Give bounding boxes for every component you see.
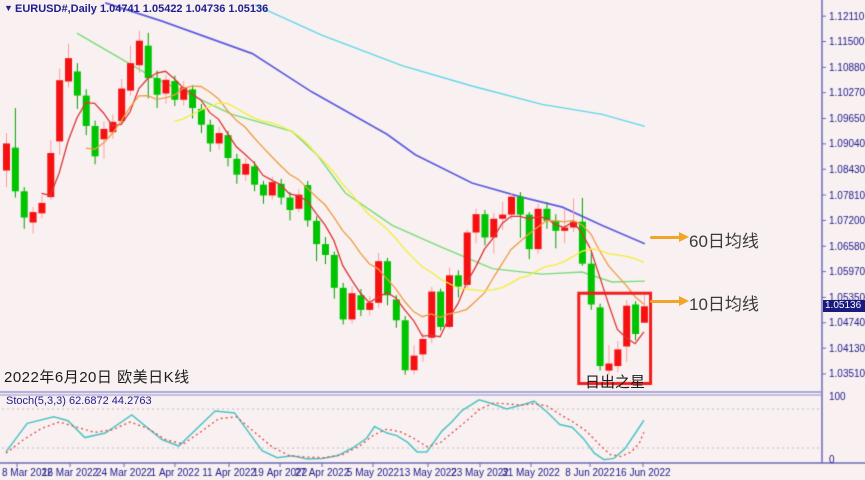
- chart-title-quote: EURUSD#,Daily 1.04741 1.05422 1.04736 1.…: [15, 3, 269, 15]
- stochastic-label: Stoch(5,3,3) 62.6872 44.2763: [6, 395, 152, 407]
- ma60-arrow-icon: [650, 232, 689, 242]
- pattern-label: 日出之星: [585, 374, 646, 391]
- chart-caption: 2022年6月20日 欧美日K线: [4, 369, 190, 386]
- ma60-annotation: 60日均线: [689, 232, 759, 251]
- symbol-dropdown-icon[interactable]: ▼: [4, 3, 13, 13]
- current-price-tag: 1.05136: [823, 300, 865, 312]
- ma10-arrow-icon: [650, 296, 689, 306]
- ma10-annotation: 10日均线: [689, 295, 759, 314]
